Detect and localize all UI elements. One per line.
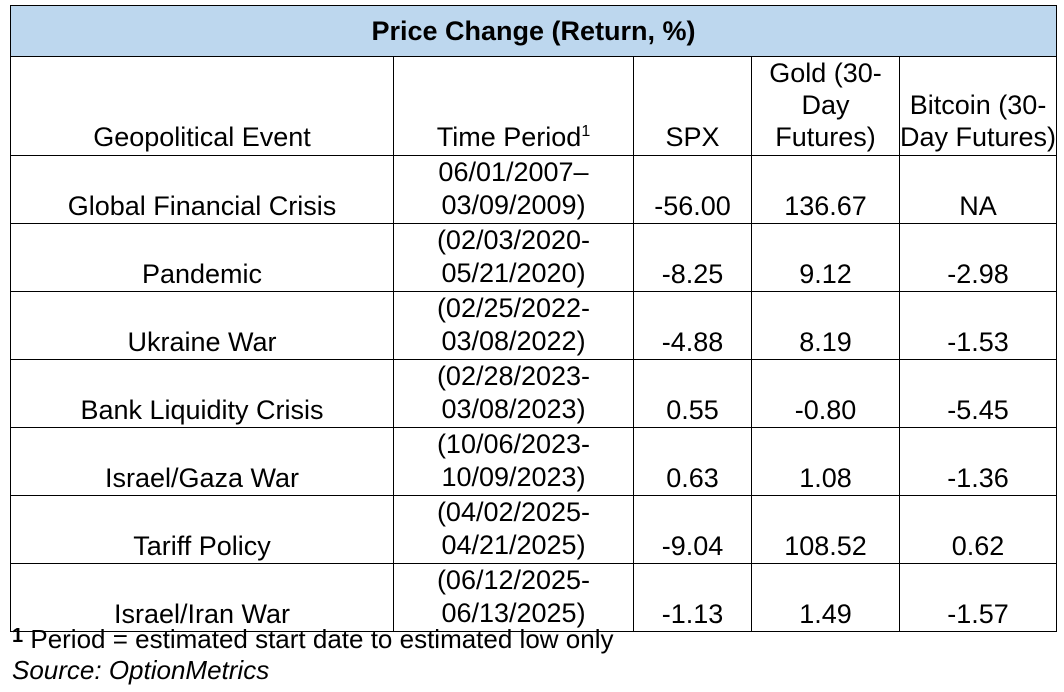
- gold-cell: -0.80: [751, 359, 900, 428]
- bitcoin-cell: -1.57: [898, 563, 1058, 632]
- header-gold: Gold (30-Day Futures): [751, 56, 900, 156]
- period-end: 05/21/2020): [441, 258, 586, 288]
- period-end: 04/21/2025): [441, 530, 586, 560]
- table-row: Israel/Iran War (06/12/2025- 06/13/2025) -1…: [10, 563, 1058, 632]
- bitcoin-cell: -1.36: [898, 427, 1058, 496]
- period-start: 06/01/2007–: [438, 157, 589, 187]
- gold-cell: 9.12: [751, 223, 900, 292]
- bitcoin-cell: 0.62: [898, 495, 1058, 564]
- period-end: 03/09/2009): [441, 190, 586, 220]
- header-spx: SPX: [633, 56, 752, 156]
- period-end: 10/09/2023): [441, 462, 586, 492]
- period-start: (02/25/2022-: [436, 293, 591, 323]
- table-row: Pandemic (02/03/2020- 05/21/2020) -8.25 9.12…: [10, 223, 1058, 292]
- period-start: (04/02/2025-: [436, 497, 591, 527]
- bitcoin-cell: -5.45: [898, 359, 1058, 428]
- source-note: Source: OptionMetrics: [12, 655, 270, 685]
- table-row: Global Financial Crisis 06/01/2007– 03/09/…: [10, 155, 1058, 224]
- header-time-period: Time Period1: [393, 56, 634, 156]
- bitcoin-cell: NA: [898, 155, 1058, 224]
- event-cell: Tariff Policy: [10, 495, 394, 564]
- spx-cell: 0.63: [633, 427, 752, 496]
- table-title: Price Change (Return, %): [9, 5, 1058, 57]
- period-start: (10/06/2023-: [436, 429, 591, 459]
- event-cell: Israel/Gaza War: [10, 427, 394, 496]
- spx-cell: -56.00: [633, 155, 752, 224]
- event-cell: Pandemic: [10, 223, 394, 292]
- gold-cell: 8.19: [751, 291, 900, 360]
- event-cell: Global Financial Crisis: [10, 155, 394, 224]
- spx-cell: -8.25: [633, 223, 752, 292]
- spx-cell: -4.88: [633, 291, 752, 360]
- period-start: (02/28/2023-: [436, 361, 591, 391]
- period-end: 03/08/2023): [441, 394, 586, 424]
- gold-cell: 1.08: [751, 427, 900, 496]
- returns-table: Price Change (Return, %) Geopolitical Ev…: [9, 5, 1058, 632]
- table-row: Israel/Gaza War (10/06/2023- 10/09/2023) 0.…: [10, 427, 1058, 496]
- event-cell: Bank Liquidity Crisis: [10, 359, 394, 428]
- header-geopolitical-event: Geopolitical Event: [10, 56, 394, 156]
- spx-cell: 0.55: [633, 359, 752, 428]
- period-start: (02/03/2020-: [436, 225, 591, 255]
- period-cell: 06/01/2007– 03/09/2009): [393, 155, 634, 224]
- header-bitcoin: Bitcoin (30-Day Futures): [898, 56, 1058, 156]
- table-row: Tariff Policy (04/02/2025- 04/21/2025) -9.0…: [10, 495, 1058, 564]
- period-end: 03/08/2022): [441, 326, 586, 356]
- period-cell: (04/02/2025- 04/21/2025): [393, 495, 634, 564]
- gold-cell: 108.52: [751, 495, 900, 564]
- spx-cell: -1.13: [633, 563, 752, 632]
- period-end: 06/13/2025): [441, 598, 586, 628]
- gold-cell: 136.67: [751, 155, 900, 224]
- period-start: (06/12/2025-: [436, 565, 591, 595]
- footnote-text: Period = estimated start date to estimat…: [23, 624, 614, 654]
- event-cell: Ukraine War: [10, 291, 394, 360]
- gold-cell: 1.49: [751, 563, 900, 632]
- footnote-marker: 1: [581, 123, 591, 140]
- period-cell: (02/25/2022- 03/08/2022): [393, 291, 634, 360]
- bitcoin-cell: -2.98: [898, 223, 1058, 292]
- period-cell: (02/28/2023- 03/08/2023): [393, 359, 634, 428]
- period-cell: (02/03/2020- 05/21/2020): [393, 223, 634, 292]
- footnote-mark: 1: [12, 625, 24, 647]
- table-row: Bank Liquidity Crisis (02/28/2023- 03/08/2…: [10, 359, 1058, 428]
- period-cell: (10/06/2023- 10/09/2023): [393, 427, 634, 496]
- spx-cell: -9.04: [633, 495, 752, 564]
- bitcoin-cell: -1.53: [898, 291, 1058, 360]
- event-cell: Israel/Iran War: [10, 563, 394, 632]
- period-cell: (06/12/2025- 06/13/2025): [393, 563, 634, 632]
- footnote: 1 Period = estimated start date to estim…: [12, 624, 613, 654]
- table-row: Ukraine War (02/25/2022- 03/08/2022) -4.88 8…: [10, 291, 1058, 360]
